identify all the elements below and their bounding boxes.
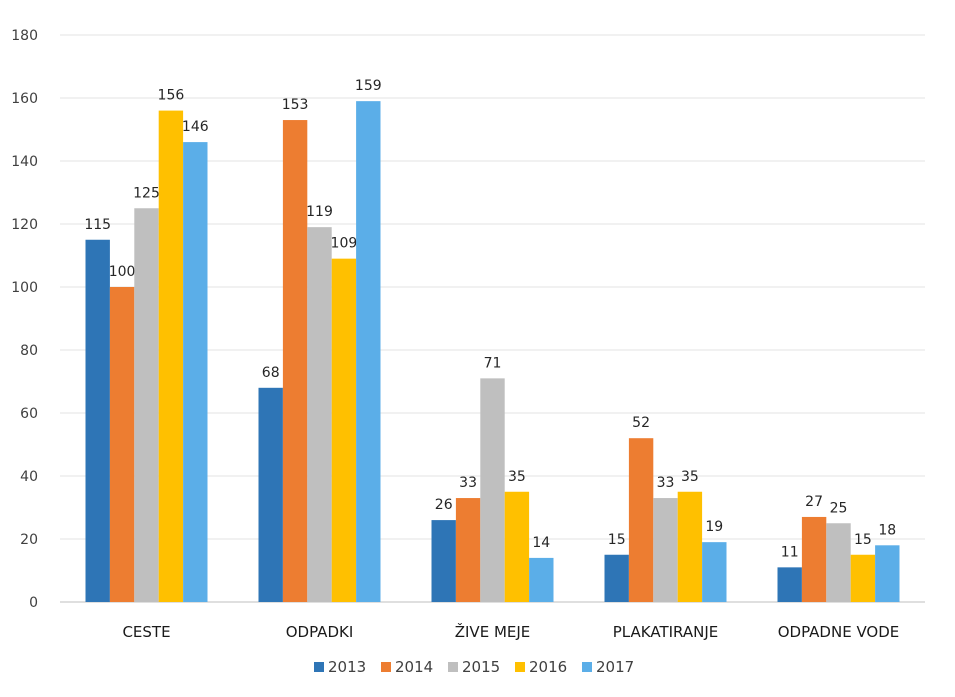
y-tick-label: 180 (11, 28, 38, 44)
bars: 115 100 125 156 146 68 153 119 109 159 26 33 71 35 14 1… (84, 78, 900, 603)
bar (504, 491, 530, 602)
data-label: 15 (854, 532, 872, 548)
x-category-label: ŽIVE MEJE (455, 622, 531, 641)
y-tick-label: 140 (11, 154, 38, 170)
bar (455, 498, 481, 602)
bar (258, 387, 283, 602)
bar (158, 110, 184, 602)
legend-label: 2016 (529, 658, 567, 676)
x-category-label: ODPADNE VODE (778, 623, 900, 641)
data-label: 109 (331, 236, 358, 252)
data-label: 25 (830, 500, 848, 516)
legend-label: 2014 (395, 658, 433, 676)
bar (801, 516, 827, 602)
bar (356, 101, 381, 603)
data-label: 15 (608, 532, 626, 548)
bar (702, 542, 727, 602)
bar (183, 142, 208, 602)
bar (628, 438, 654, 602)
bar (677, 491, 703, 602)
data-label: 35 (508, 469, 526, 485)
legend-swatch (448, 662, 458, 672)
bar (480, 378, 505, 602)
y-tick-label: 160 (11, 91, 38, 107)
data-label: 11 (781, 544, 799, 560)
data-label: 68 (262, 365, 280, 381)
bar (431, 520, 456, 602)
data-label: 119 (306, 204, 333, 220)
bar (307, 227, 332, 602)
data-label: 125 (133, 185, 160, 201)
legend-swatch (314, 662, 324, 672)
legend-swatch (582, 662, 592, 672)
bar (282, 120, 308, 603)
legend-swatch (381, 662, 391, 672)
data-label: 19 (705, 519, 723, 535)
legend-label: 2013 (328, 658, 366, 676)
data-label: 153 (282, 97, 309, 113)
y-tick-label: 120 (11, 217, 38, 233)
bar (109, 287, 135, 602)
data-label: 115 (84, 217, 111, 233)
data-label: 33 (657, 475, 675, 491)
data-label: 146 (182, 119, 209, 135)
data-label: 33 (459, 475, 477, 491)
data-label: 14 (532, 535, 550, 551)
bar (826, 523, 851, 602)
bar (529, 557, 554, 602)
x-category-label: PLAKATIRANJE (613, 623, 718, 641)
data-label: 156 (158, 88, 185, 104)
y-tick-label: 0 (29, 595, 38, 611)
y-tick-label: 40 (20, 469, 38, 485)
data-label: 26 (435, 497, 453, 513)
bar (134, 208, 159, 602)
bar (85, 239, 110, 602)
bar (850, 554, 876, 602)
legend-swatch (515, 662, 525, 672)
y-tick-label: 80 (20, 343, 38, 359)
bar (604, 554, 629, 602)
legend-label: 2015 (462, 658, 500, 676)
data-label: 27 (805, 494, 823, 510)
y-tick-label: 100 (11, 280, 38, 296)
data-label: 18 (878, 522, 896, 538)
data-label: 159 (355, 78, 382, 94)
y-tick-label: 20 (20, 532, 38, 548)
x-category-label: CESTE (122, 623, 170, 641)
data-label: 52 (632, 415, 650, 431)
bar (875, 545, 900, 602)
x-axis: CESTE ODPADKI ŽIVE MEJE PLAKATIRANJE ODPADNE… (122, 622, 899, 641)
data-label: 100 (109, 264, 136, 280)
y-tick-label: 60 (20, 406, 38, 422)
bar (777, 567, 802, 602)
bar (653, 498, 678, 602)
legend-label: 2017 (596, 658, 634, 676)
y-axis: 0 20 40 60 80 100 120 140 160 180 (11, 28, 38, 611)
bar (331, 258, 357, 602)
data-label: 71 (484, 355, 502, 371)
legend: 2013 2014 2015 2016 2017 (314, 658, 634, 676)
x-category-label: ODPADKI (286, 623, 354, 641)
data-label: 35 (681, 469, 699, 485)
